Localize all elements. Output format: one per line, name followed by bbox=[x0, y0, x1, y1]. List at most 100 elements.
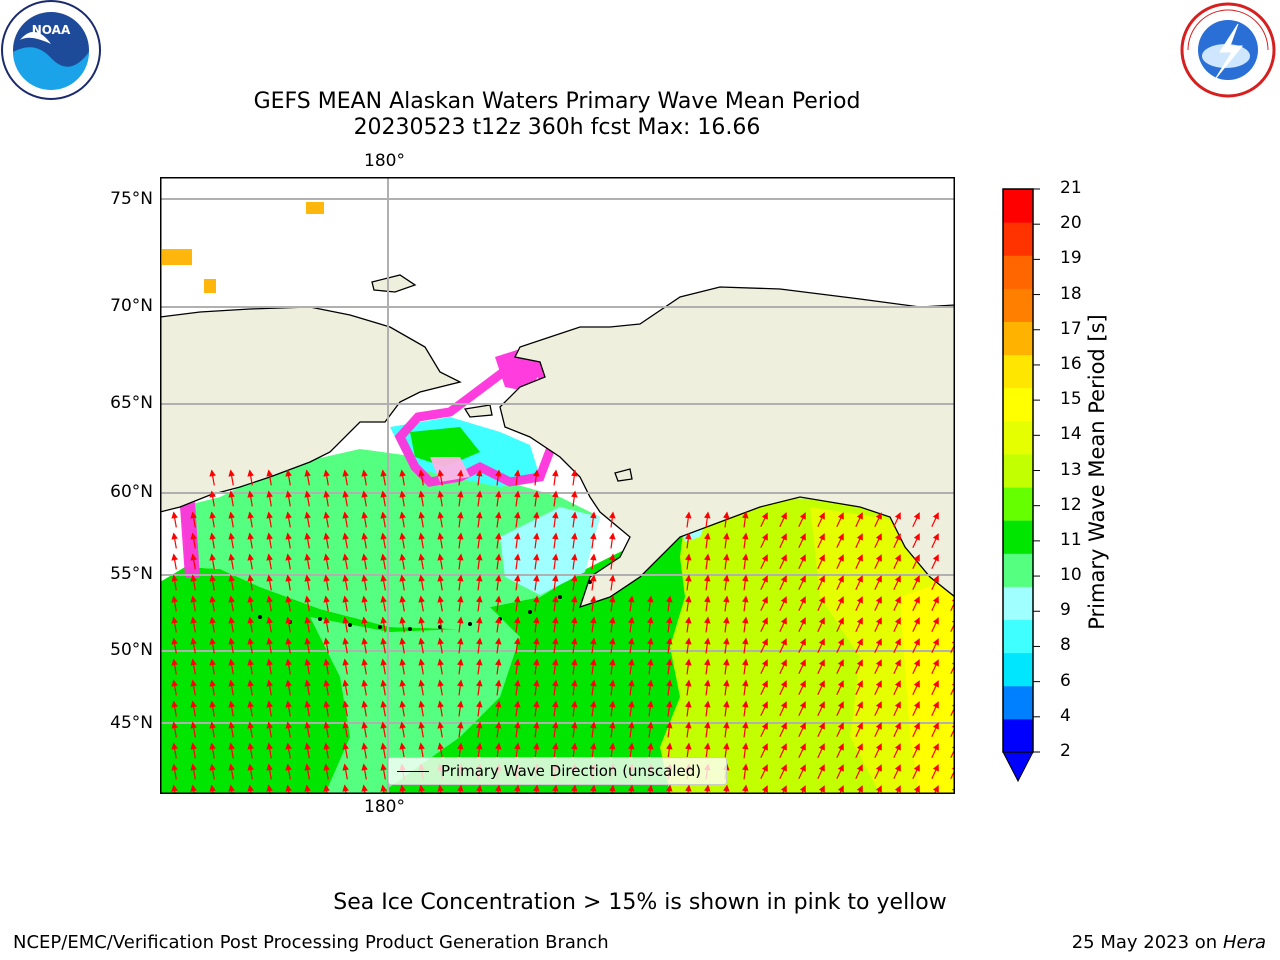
wave-arrow-head bbox=[247, 490, 254, 498]
wave-arrow-head bbox=[609, 616, 616, 624]
wave-arrow-head bbox=[704, 784, 711, 792]
wave-arrow-head bbox=[723, 700, 730, 708]
wave-arrow-head bbox=[476, 742, 483, 750]
wave-arrow-head bbox=[913, 617, 920, 625]
wave-arrow-head bbox=[457, 637, 464, 645]
wave-arrow-head bbox=[323, 511, 330, 519]
wave-arrow-head bbox=[609, 553, 616, 561]
wave-arrow-head bbox=[780, 659, 787, 667]
wave-arrow-head bbox=[342, 616, 349, 624]
wave-arrow-head bbox=[266, 658, 273, 666]
wave-arrow-head bbox=[685, 658, 692, 666]
wave-arrow-head bbox=[552, 490, 559, 498]
wave-arrow-head bbox=[514, 679, 521, 687]
wave-arrow-head bbox=[361, 553, 368, 561]
colorbar-tick-label: 13 bbox=[1060, 459, 1082, 480]
wave-arrow-head bbox=[209, 784, 216, 792]
wave-arrow-head bbox=[418, 679, 425, 687]
wave-arrow-head bbox=[495, 616, 502, 624]
wave-arrow-head bbox=[171, 658, 178, 666]
wave-arrow-head bbox=[457, 490, 464, 498]
wave-arrow-head bbox=[361, 511, 368, 519]
wave-arrow-head bbox=[818, 512, 825, 520]
wave-arrow-head bbox=[171, 679, 178, 687]
wave-arrow-head bbox=[304, 763, 311, 771]
wave-arrow-head bbox=[856, 743, 863, 751]
wave-arrow-head bbox=[742, 616, 749, 624]
wave-arrow-head bbox=[932, 575, 939, 583]
wave-arrow-head bbox=[171, 616, 178, 624]
wave-arrow-head bbox=[571, 511, 578, 519]
wave-arrow-head bbox=[647, 658, 654, 666]
wave-arrow-head bbox=[514, 637, 521, 645]
legend-label: Primary Wave Direction (unscaled) bbox=[441, 762, 702, 780]
wave-arrow-head bbox=[457, 511, 464, 519]
wave-arrow-head bbox=[304, 532, 311, 540]
noaa-logo-text: NOAA bbox=[32, 23, 71, 37]
wave-arrow-head bbox=[342, 742, 349, 750]
wave-arrow-head bbox=[342, 553, 349, 561]
wave-arrow-head bbox=[247, 658, 254, 666]
wave-arrow-head bbox=[837, 554, 844, 562]
wave-arrow-head bbox=[685, 595, 692, 603]
wave-arrow-head bbox=[342, 532, 349, 540]
wave-arrow-head bbox=[457, 469, 464, 477]
wave-arrow-head bbox=[209, 637, 216, 645]
wave-arrow-head bbox=[894, 659, 901, 667]
wave-arrow-head bbox=[590, 721, 597, 729]
colorbar-segment bbox=[1003, 619, 1033, 654]
wave-arrow-head bbox=[228, 616, 235, 624]
wave-arrow-head bbox=[837, 743, 844, 751]
wave-arrow-head bbox=[666, 616, 673, 624]
wave-arrow-head bbox=[209, 553, 216, 561]
wave-arrow-head bbox=[171, 721, 178, 729]
wave-arrow-head bbox=[457, 742, 464, 750]
wave-arrow-head bbox=[437, 679, 444, 687]
wave-arrow-head bbox=[932, 554, 939, 562]
wave-arrow-head bbox=[380, 721, 387, 729]
colorbar-segment bbox=[1003, 718, 1033, 753]
wave-arrow-head bbox=[875, 722, 882, 730]
wave-arrow-head bbox=[209, 469, 216, 477]
wave-arrow-head bbox=[190, 616, 197, 624]
wave-arrow-head bbox=[894, 680, 901, 688]
wave-arrow-head bbox=[418, 595, 425, 603]
wave-arrow-head bbox=[247, 532, 254, 540]
wave-arrow-head bbox=[932, 743, 939, 751]
wave-arrow-head bbox=[247, 784, 254, 792]
wave-arrow-head bbox=[818, 743, 825, 751]
wave-arrow-head bbox=[818, 575, 825, 583]
wave-arrow-head bbox=[247, 637, 254, 645]
wave-arrow-head bbox=[799, 617, 806, 625]
wave-arrow-head bbox=[742, 637, 749, 645]
wave-arrow-head bbox=[266, 574, 273, 582]
wave-arrow-head bbox=[247, 574, 254, 582]
wave-arrow-head bbox=[856, 512, 863, 520]
wave-arrow-head bbox=[704, 574, 711, 582]
wave-arrow-head bbox=[818, 596, 825, 604]
wave-arrow-head bbox=[723, 721, 730, 729]
wave-arrow-head bbox=[533, 553, 540, 561]
wave-arrow-head bbox=[894, 575, 901, 583]
wave-arrow-head bbox=[704, 721, 711, 729]
wave-arrow-head bbox=[228, 574, 235, 582]
wave-arrow-head bbox=[913, 722, 920, 730]
lon-label-top: 180° bbox=[364, 151, 405, 171]
wave-arrow-head bbox=[457, 679, 464, 687]
wave-arrow-head bbox=[476, 679, 483, 687]
wave-arrow-head bbox=[571, 490, 578, 498]
wave-arrow-head bbox=[304, 490, 311, 498]
wave-arrow-head bbox=[761, 617, 768, 625]
wave-arrow-head bbox=[171, 637, 178, 645]
wave-arrow-head bbox=[609, 511, 616, 519]
wave-arrow-head bbox=[837, 533, 844, 541]
wave-arrow-head bbox=[590, 679, 597, 687]
wave-arrow-head bbox=[780, 701, 787, 709]
wave-arrow-head bbox=[837, 596, 844, 604]
wave-arrow-head bbox=[533, 469, 540, 477]
wave-arrow-head bbox=[514, 511, 521, 519]
wave-arrow-head bbox=[875, 743, 882, 751]
wave-arrow-head bbox=[533, 595, 540, 603]
wave-arrow-head bbox=[552, 511, 559, 519]
wave-arrow-head bbox=[894, 764, 901, 772]
